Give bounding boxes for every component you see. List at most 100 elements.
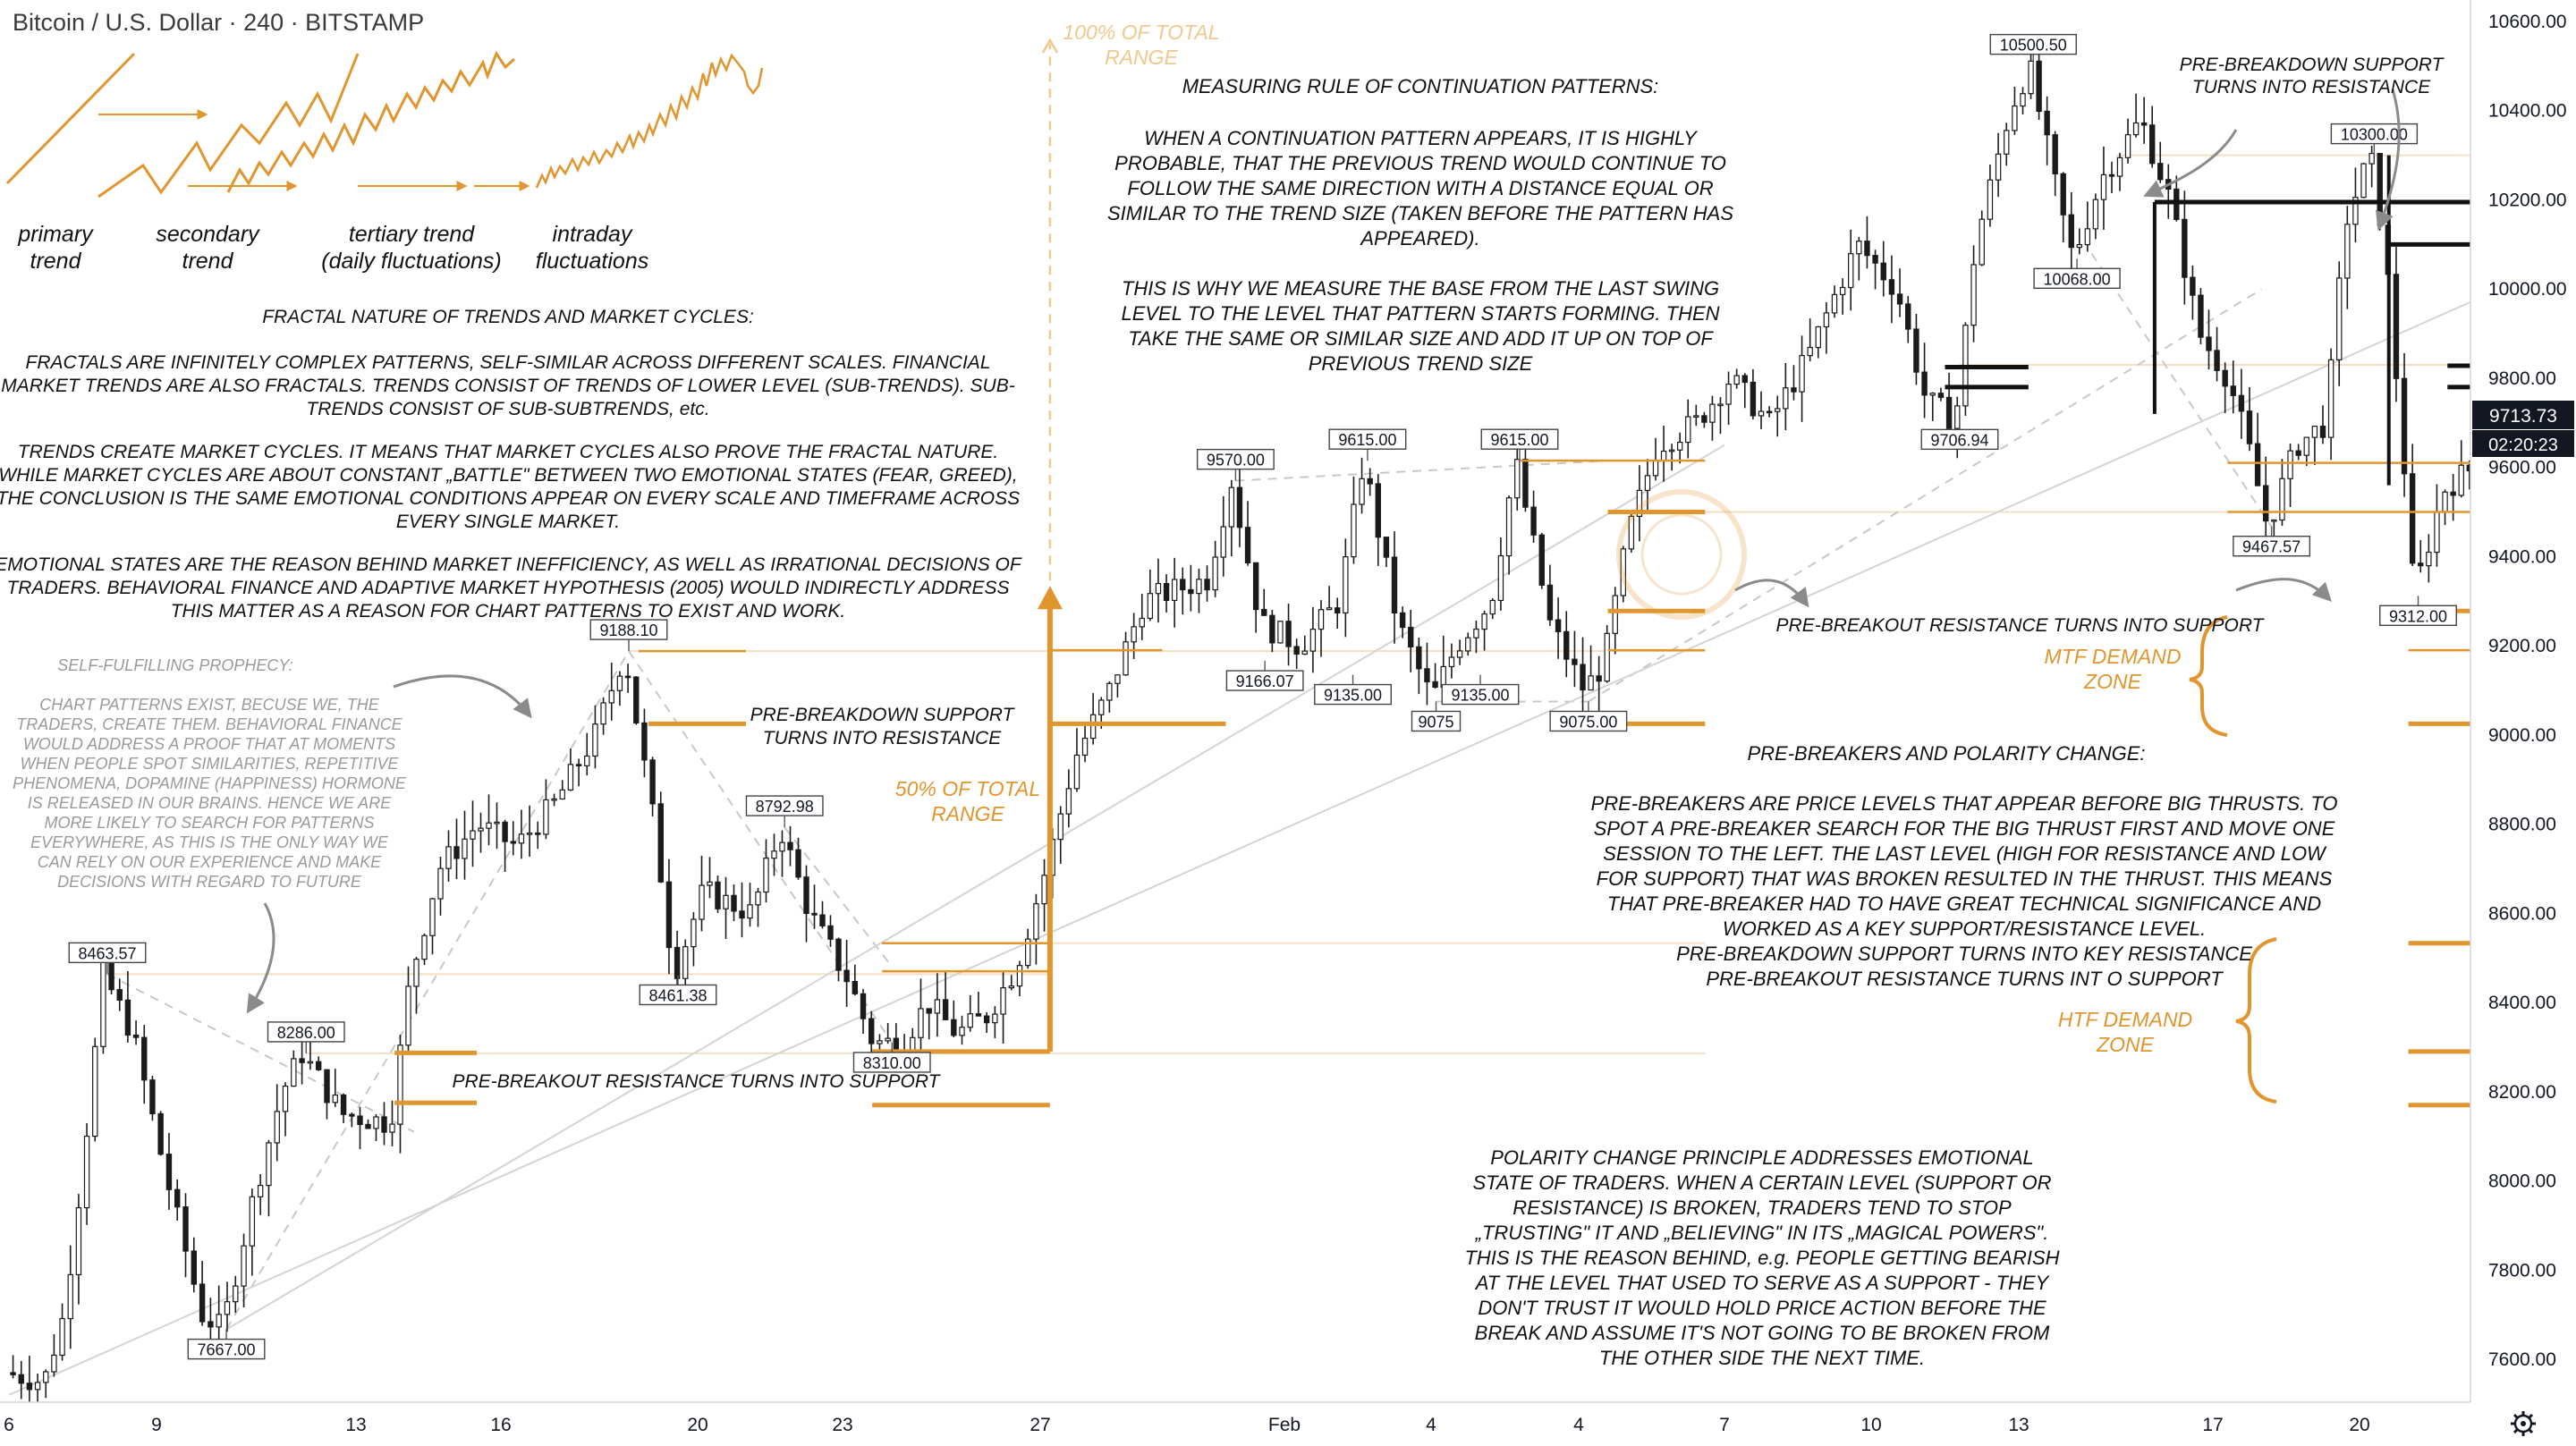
- candle-up: [2124, 134, 2131, 158]
- candle-up: [877, 1040, 883, 1044]
- candle-down: [1872, 255, 1878, 264]
- price-label-box: [1920, 428, 1999, 451]
- candle-down: [942, 999, 949, 1020]
- polarity-line8: BREAK AND ASSUME IT'S NOT GOING TO BE BR…: [1475, 1322, 2050, 1344]
- candle-up: [274, 1111, 280, 1144]
- candle-up: [1057, 813, 1063, 841]
- candle-up: [2271, 519, 2277, 522]
- candle-down: [2068, 214, 2074, 249]
- candle-up: [413, 959, 419, 987]
- candle-up: [2092, 199, 2099, 230]
- candle-up: [1995, 153, 2002, 181]
- candle-up: [1155, 582, 1162, 595]
- price-axis[interactable]: 10600.00 10400.00 10200.00 10000.00 9800.00 9…: [2470, 0, 2576, 1402]
- candle-down: [674, 946, 681, 979]
- prebreakers-line1: PRE-BREAKERS ARE PRICE LEVELS THAT APPEA…: [1591, 792, 2338, 815]
- candle-down: [2052, 134, 2058, 175]
- candle-down: [199, 1283, 206, 1323]
- candle-down: [2222, 369, 2228, 387]
- projection-arrow-head: [1037, 586, 1063, 610]
- candle-down: [2230, 385, 2236, 396]
- candle-up: [1823, 312, 1830, 328]
- price-tick-label: 8200.00: [2488, 1082, 2556, 1103]
- polarity-line6: AT THE LEVEL THAT USED TO SERVE AS A SUP…: [1474, 1272, 2050, 1294]
- candle-down: [2148, 124, 2156, 165]
- candle-up: [405, 985, 411, 1046]
- candle-down: [633, 676, 640, 724]
- candle-down: [1880, 262, 1886, 281]
- candle-down: [1522, 459, 1529, 508]
- candle-up: [2076, 244, 2083, 249]
- pre-breakers-annotation: PRE-BREAKERS AND POLARITY CHANGE: PRE-BR…: [1591, 742, 2338, 990]
- candle-down: [983, 1015, 990, 1024]
- candle-down: [357, 1115, 363, 1126]
- candle-down: [381, 1116, 387, 1133]
- candle-down: [1261, 608, 1267, 616]
- candle-up: [478, 827, 484, 832]
- prebreakers-line2: SPOT A PRE-BREAKER SEARCH FOR THE BIG TH…: [1594, 817, 2335, 840]
- polarity-change-annotation: POLARITY CHANGE PRINCIPLE ADDRESSES EMOT…: [1464, 1146, 2059, 1369]
- candle-up: [216, 1314, 222, 1328]
- candle-down: [2319, 426, 2326, 438]
- demand-zone-braces: [2189, 615, 2277, 1104]
- price-label-box: [2033, 267, 2121, 289]
- candle-up: [1717, 403, 1724, 407]
- candle-up: [429, 898, 436, 936]
- candle-down: [2254, 443, 2261, 486]
- price-label-box: [745, 795, 824, 816]
- polarity-level-labels: PRE-BREAKDOWN SUPPORT TURNS INTO RESISTA…: [453, 55, 2445, 1092]
- time-tick-label: 4: [1426, 1415, 1436, 1435]
- candle-up: [1514, 459, 1521, 499]
- pre-breakdown-left-line2: TURNS INTO RESISTANCE: [763, 728, 1002, 748]
- time-tick-label: 9: [151, 1415, 162, 1435]
- candle-down: [2190, 276, 2196, 296]
- candle-up: [1775, 408, 1781, 412]
- candle-up: [1604, 632, 1610, 682]
- candle-down: [1945, 396, 1953, 429]
- time-tick-label: 13: [2008, 1415, 2029, 1435]
- gear-icon[interactable]: [2511, 1411, 2536, 1436]
- polarity-line5: THIS IS THE REASON BEHIND, e.g. PEOPLE G…: [1464, 1247, 2059, 1269]
- price-point-label: 9135.00: [1451, 687, 1509, 705]
- candle-up: [1123, 641, 1129, 676]
- dashed-trendline: [784, 826, 894, 968]
- time-tick-label: 4: [1573, 1415, 1584, 1435]
- price-point-label: 9166.07: [1236, 672, 1294, 690]
- candle-down: [1791, 387, 1797, 393]
- candle-up: [1987, 179, 1994, 220]
- candle-down: [1252, 562, 1259, 611]
- candle-down: [731, 894, 737, 912]
- candle-up: [282, 1085, 289, 1112]
- curved-arrow-icon: [2235, 578, 2332, 603]
- fractal-p2-line2: WHILE MARKET CYCLES ARE ABOUT CONSTANT „…: [0, 465, 1018, 486]
- candle-down: [2418, 562, 2424, 567]
- time-tick-label: 16: [490, 1415, 511, 1435]
- price-point-label: 9615.00: [1338, 431, 1396, 449]
- fractal-title: FRACTAL NATURE OF TRENDS AND MARKET CYCL…: [262, 307, 754, 327]
- candle-up: [2303, 436, 2309, 456]
- time-axis[interactable]: 6 9 13 16 20 23 27 Feb 4 4 7 10 13 17 20: [0, 1401, 2576, 1442]
- prophecy-line1: CHART PATTERNS EXIST, BECUSE WE, THE: [39, 696, 379, 714]
- candle-up: [1612, 595, 1618, 634]
- candle-down: [1750, 381, 1757, 417]
- projection-target-arrow: [1041, 38, 1059, 54]
- candle-up: [567, 764, 574, 791]
- candle-up: [397, 1044, 403, 1125]
- candle-down: [157, 1112, 164, 1155]
- candle-down: [2246, 410, 2253, 444]
- candle-down: [843, 969, 850, 983]
- time-tick-label: 20: [2349, 1415, 2369, 1435]
- candle-down: [108, 960, 114, 991]
- price-label-box: [1480, 428, 1559, 450]
- candle-up: [2132, 122, 2140, 136]
- candle-up: [959, 1027, 965, 1036]
- measuring-p1-line1: WHEN A CONTINUATION PATTERN APPEARS, IT …: [1144, 127, 1698, 149]
- label-tertiary-trend-2: (daily fluctuations): [321, 249, 501, 274]
- dashed-trendline: [2090, 252, 2273, 528]
- dashed-trendline: [225, 650, 630, 1331]
- candle-up: [2287, 450, 2293, 479]
- candle-up: [2368, 153, 2375, 165]
- candle-down: [1888, 279, 1895, 295]
- candle-up: [1709, 403, 1716, 423]
